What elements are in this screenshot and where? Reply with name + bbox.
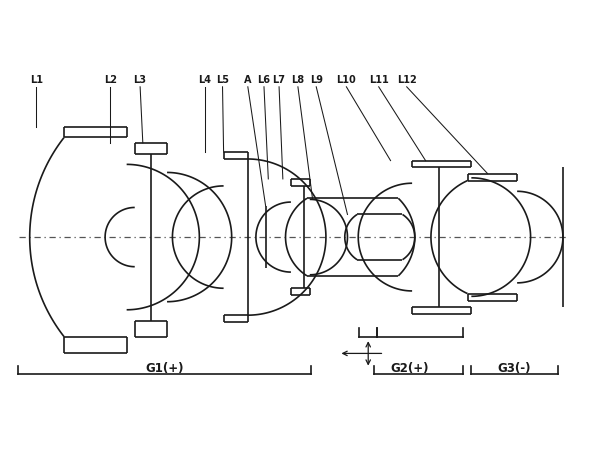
Text: L8: L8	[291, 74, 304, 84]
Text: L11: L11	[369, 74, 389, 84]
Text: L10: L10	[337, 74, 356, 84]
Text: L12: L12	[397, 74, 417, 84]
Text: L7: L7	[273, 74, 286, 84]
Text: L3: L3	[133, 74, 147, 84]
Text: G1(+): G1(+)	[145, 361, 184, 374]
Text: L6: L6	[258, 74, 270, 84]
Text: G2(+): G2(+)	[390, 361, 429, 374]
Text: L5: L5	[216, 74, 229, 84]
Text: A: A	[244, 74, 252, 84]
Text: L1: L1	[30, 74, 42, 84]
Text: L9: L9	[310, 74, 323, 84]
Text: L4: L4	[199, 74, 211, 84]
Text: G3(-): G3(-)	[498, 361, 531, 374]
Text: L2: L2	[104, 74, 117, 84]
